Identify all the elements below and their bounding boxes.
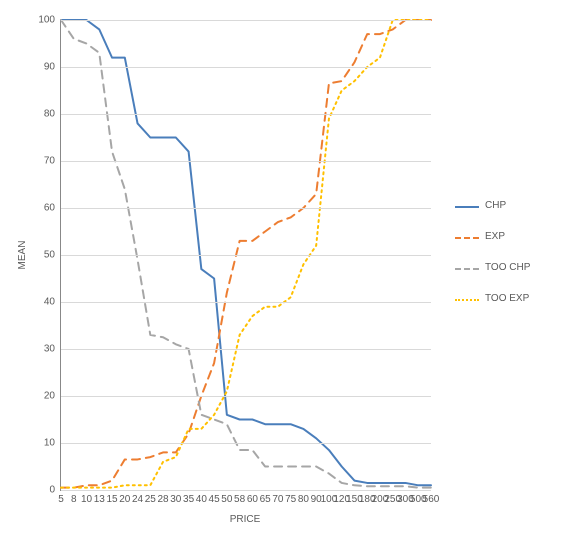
series-exp: [61, 20, 431, 488]
legend-label: TOO EXP: [485, 293, 529, 304]
legend-label: EXP: [485, 231, 505, 242]
x-tick-label: 13: [94, 490, 105, 505]
x-axis-title: PRICE: [230, 514, 261, 525]
gridline: [61, 114, 431, 115]
y-tick-label: 70: [44, 156, 61, 167]
legend-item-too_chp: TOO CHP: [455, 262, 530, 273]
y-tick-label: 20: [44, 391, 61, 402]
x-tick-label: 80: [298, 490, 309, 505]
legend: CHP EXP TOO CHP TOO EXP: [455, 200, 530, 324]
x-tick-label: 75: [285, 490, 296, 505]
gridline: [61, 443, 431, 444]
y-tick-label: 30: [44, 344, 61, 355]
x-tick-label: 8: [71, 490, 77, 505]
y-tick-label: 60: [44, 203, 61, 214]
y-tick-label: 90: [44, 62, 61, 73]
gridline: [61, 302, 431, 303]
series-too_exp: [61, 20, 431, 488]
legend-label: CHP: [485, 200, 506, 211]
x-tick-label: 35: [183, 490, 194, 505]
y-axis-title: MEAN: [17, 241, 28, 270]
gridline: [61, 396, 431, 397]
x-tick-label: 40: [196, 490, 207, 505]
x-tick-label: 20: [119, 490, 130, 505]
gridline: [61, 161, 431, 162]
x-tick-label: 25: [145, 490, 156, 505]
legend-item-exp: EXP: [455, 231, 530, 242]
x-tick-label: 65: [260, 490, 271, 505]
x-tick-label: 28: [158, 490, 169, 505]
y-tick-label: 80: [44, 109, 61, 120]
legend-swatch: [455, 294, 479, 304]
gridline: [61, 349, 431, 350]
legend-swatch: [455, 232, 479, 242]
legend-label: TOO CHP: [485, 262, 530, 273]
y-tick-label: 10: [44, 438, 61, 449]
y-tick-label: 40: [44, 297, 61, 308]
x-tick-label: 24: [132, 490, 143, 505]
legend-item-too_exp: TOO EXP: [455, 293, 530, 304]
x-tick-label: 60: [247, 490, 258, 505]
x-tick-label: 70: [272, 490, 283, 505]
gridline: [61, 67, 431, 68]
x-tick-label: 10: [81, 490, 92, 505]
gridline: [61, 255, 431, 256]
gridline: [61, 208, 431, 209]
gridline: [61, 20, 431, 21]
series-too_chp: [61, 20, 431, 488]
legend-swatch: [455, 263, 479, 273]
price-sensitivity-chart: 0102030405060708090100581013152024252830…: [0, 0, 567, 544]
legend-swatch: [455, 201, 479, 211]
plot-area: 0102030405060708090100581013152024252830…: [60, 20, 431, 491]
series-chp: [61, 20, 431, 485]
legend-item-chp: CHP: [455, 200, 530, 211]
x-tick-label: 15: [106, 490, 117, 505]
x-tick-label: 45: [209, 490, 220, 505]
x-tick-label: 58: [234, 490, 245, 505]
x-tick-label: 30: [170, 490, 181, 505]
x-tick-label: 5: [58, 490, 64, 505]
x-tick-label: 50: [221, 490, 232, 505]
x-tick-label: 560: [423, 490, 440, 505]
y-tick-label: 50: [44, 250, 61, 261]
y-tick-label: 100: [38, 15, 61, 26]
